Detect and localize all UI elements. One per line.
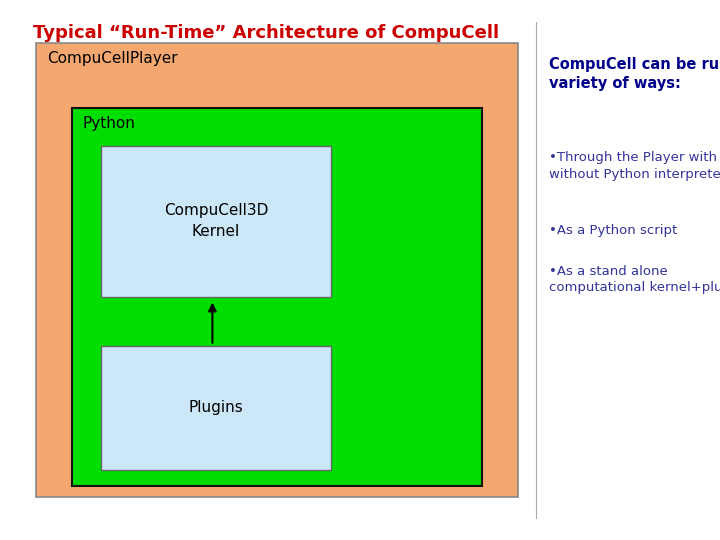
Bar <box>72 108 482 486</box>
Text: CompuCell can be run in a
variety of ways:: CompuCell can be run in a variety of way… <box>549 57 720 91</box>
Text: CompuCell3D
Kernel: CompuCell3D Kernel <box>164 204 268 239</box>
Text: Python: Python <box>83 116 135 131</box>
Text: •As a stand alone
computational kernel+plugins: •As a stand alone computational kernel+p… <box>549 265 720 294</box>
Bar <box>101 146 331 297</box>
Text: Typical “Run-Time” Architecture of CompuCell: Typical “Run-Time” Architecture of Compu… <box>33 24 500 42</box>
Text: •As a Python script: •As a Python script <box>549 224 678 237</box>
Text: CompuCellPlayer: CompuCellPlayer <box>47 51 177 66</box>
Text: •Through the Player with or
without Python interpreter: •Through the Player with or without Pyth… <box>549 151 720 181</box>
Text: Plugins: Plugins <box>189 400 243 415</box>
Bar <box>36 43 518 497</box>
Bar <box>101 346 331 470</box>
